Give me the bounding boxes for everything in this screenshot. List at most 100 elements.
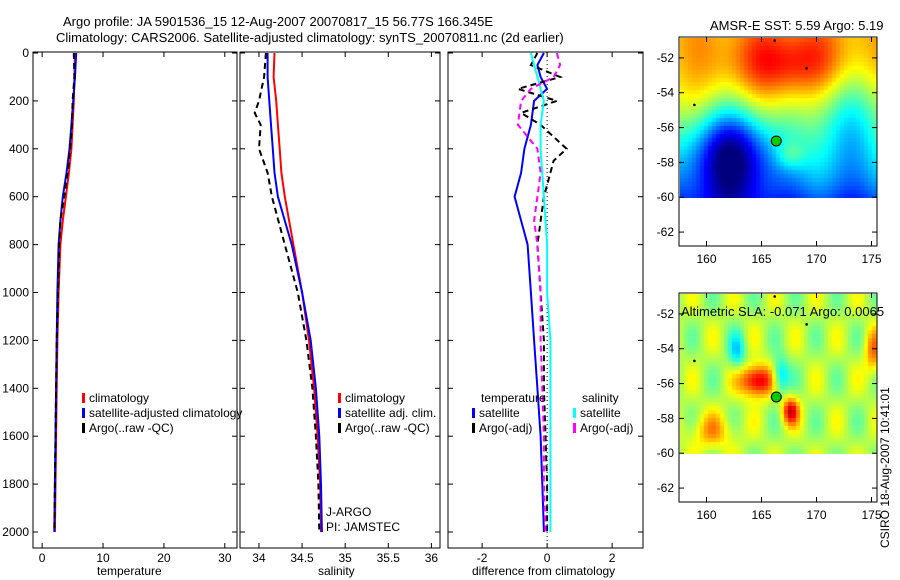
- sla-map-title: Altimetric SLA: -0.071 Argo: 0.0065: [681, 304, 884, 319]
- sst-map-box: [678, 36, 878, 247]
- temp-legend-item-swatch: [82, 393, 85, 403]
- sal-legend-item-swatch: [338, 393, 341, 403]
- diff-legend-temp-satellite: satellite: [479, 406, 520, 420]
- depth-tick-label: 1800: [2, 477, 29, 491]
- depth-tick-label: 0: [22, 46, 29, 60]
- temp-legend-item-swatch: [82, 423, 85, 433]
- sal-xtick-label: 34.5: [290, 551, 314, 565]
- diff-xtick-label: 2: [609, 551, 616, 565]
- diff-axes-box: [447, 51, 644, 549]
- sal-xtick-label: 36: [425, 551, 439, 565]
- diff-legend-temperature-header: temperature: [481, 391, 546, 405]
- temp-axes-box: [32, 51, 238, 549]
- sla-heatmap: [680, 294, 877, 454]
- temp-legend-item: satellite-adjusted climatology: [89, 406, 242, 420]
- diff-series-temperature-argo-adj-: [514, 52, 569, 532]
- island-marker: [693, 103, 696, 107]
- diff-legend-sal-satellite: satellite: [580, 406, 621, 420]
- depth-tick-label: 1400: [2, 381, 29, 395]
- island-marker: [773, 295, 776, 298]
- temp-xtick-label: 20: [157, 551, 171, 565]
- temp-xtick-label: 30: [218, 551, 232, 565]
- sal-series-satellite-adj-clim-: [266, 53, 323, 533]
- diff-xlabel: difference from climatology: [472, 564, 615, 578]
- diff-xtick-label: 0: [544, 551, 551, 565]
- sla-lon-label: 170: [806, 508, 826, 522]
- diff-series-salinity-argo-adj-: [516, 52, 562, 533]
- sla-lat-label: -60: [657, 446, 675, 460]
- temp-xtick-label: 0: [39, 551, 46, 565]
- sal-legend-item: Argo(..raw -QC): [345, 421, 430, 435]
- sst-lon-label: 160: [696, 252, 716, 266]
- sal-xtick-label: 35.5: [377, 551, 401, 565]
- island-marker: [773, 39, 776, 42]
- sal-xtick-label: 34: [252, 551, 266, 565]
- sal-xlabel: salinity: [318, 564, 355, 578]
- sst-lat-label: -52: [657, 51, 675, 65]
- annotation-jargo: J-ARGO: [326, 505, 371, 519]
- sal-legend-item: satellite adj. clim.: [345, 406, 436, 420]
- temp-legend-item: climatology: [89, 391, 149, 405]
- diff-legend-sal-argo: Argo(-adj): [580, 421, 633, 435]
- depth-tick-label: 1200: [2, 333, 29, 347]
- sst-lat-label: -56: [657, 121, 675, 135]
- header-line1: Argo profile: JA 5901536_15 12-Aug-2007 …: [63, 14, 493, 29]
- temp-series-argo-raw-qc-: [53, 52, 76, 533]
- sst-heatmap: [680, 38, 877, 198]
- temp-legend-item: Argo(..raw -QC): [89, 421, 174, 435]
- sla-float-marker: [770, 391, 782, 403]
- temp-xlabel: temperature: [97, 564, 162, 578]
- sla-lon-label: 165: [751, 508, 771, 522]
- depth-tick-label: 1000: [2, 286, 29, 300]
- depth-tick-label: 200: [9, 94, 29, 108]
- diff-series-temperature-satellite: [513, 52, 549, 533]
- temp-legend-item-swatch: [82, 408, 85, 418]
- sal-xtick-label: 35: [338, 551, 352, 565]
- depth-tick-label: 400: [9, 142, 29, 156]
- depth-tick-label: 2000: [2, 525, 29, 539]
- sal-axes-box: [239, 51, 441, 549]
- sst-float-marker: [770, 135, 782, 147]
- diff-legend-salinity-header: salinity: [582, 391, 619, 405]
- diff-legend-sal-argo-swatch: [573, 423, 576, 433]
- sla-lat-label: -62: [657, 481, 675, 495]
- sal-series-argo-raw-qc-: [253, 52, 321, 533]
- depth-tick-label: 600: [9, 190, 29, 204]
- sla-lat-label: -52: [657, 307, 675, 321]
- sst-lon-label: 175: [861, 252, 881, 266]
- sla-lat-label: -56: [657, 377, 675, 391]
- diff-series-salinity-satellite: [529, 52, 552, 532]
- sla-lat-label: -58: [657, 411, 675, 425]
- annotation-pi: PI: JAMSTEC: [326, 520, 400, 534]
- header-line2: Climatology: CARS2006. Satellite-adjuste…: [56, 30, 564, 45]
- depth-tick-label: 800: [9, 238, 29, 252]
- depth-tick-label: 1600: [2, 429, 29, 443]
- sst-lat-label: -60: [657, 190, 675, 204]
- sal-series-climatology: [272, 52, 322, 533]
- diff-legend-sal-satellite-swatch: [573, 408, 576, 418]
- diff-xtick-label: -2: [477, 551, 488, 565]
- island-marker: [805, 323, 808, 326]
- sla-lon-label: 175: [861, 508, 881, 522]
- sla-lon-label: 160: [696, 508, 716, 522]
- sal-legend-item: climatology: [345, 391, 405, 405]
- diff-legend-temp-argo: Argo(-adj): [479, 421, 532, 435]
- sal-legend-item-swatch: [338, 408, 341, 418]
- sst-lon-label: 165: [751, 252, 771, 266]
- diff-legend-temp-satellite-swatch: [472, 408, 475, 418]
- sal-legend-item-swatch: [338, 423, 341, 433]
- sst-lat-label: -58: [657, 155, 675, 169]
- sst-lon-label: 170: [806, 252, 826, 266]
- island-marker: [805, 67, 808, 70]
- sst-map-title: AMSR-E SST: 5.59 Argo: 5.19: [710, 18, 883, 33]
- sst-lat-label: -62: [657, 225, 675, 239]
- sla-lat-label: -54: [657, 342, 675, 356]
- sla-map-box: [678, 292, 878, 503]
- diff-legend-temp-argo-swatch: [472, 423, 475, 433]
- timestamp-stamp: CSIRO 18-Aug-2007 10:41:01: [878, 387, 892, 548]
- temp-xtick-label: 10: [96, 551, 110, 565]
- sst-lat-label: -54: [657, 86, 675, 100]
- island-marker: [693, 359, 696, 363]
